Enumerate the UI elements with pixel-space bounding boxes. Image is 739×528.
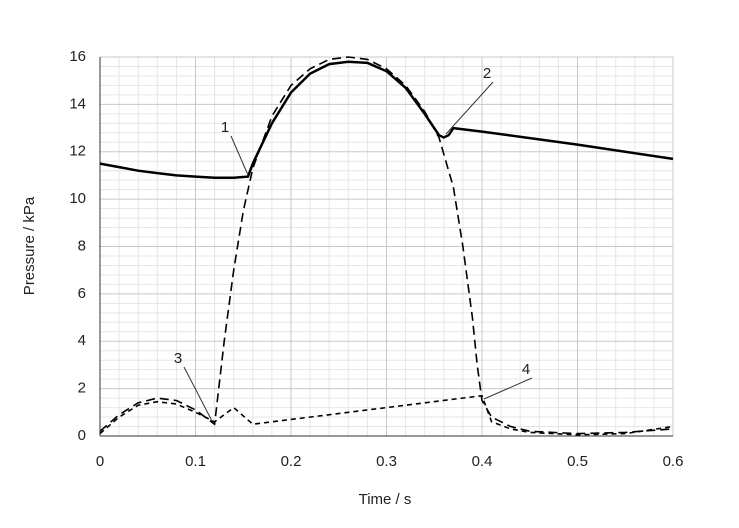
y-tick-label: 4 <box>78 332 86 349</box>
y-tick-label: 14 <box>69 95 86 112</box>
annotation: 2 <box>483 65 491 82</box>
y-axis-label: Pressure / kPa <box>21 196 38 295</box>
x-tick-label: 0.3 <box>376 453 397 470</box>
y-tick-label: 10 <box>69 190 86 207</box>
y-tick-label: 16 <box>69 48 86 65</box>
x-tick-label: 0.4 <box>472 453 493 470</box>
annotation: 3 <box>174 350 182 367</box>
y-tick-label: 8 <box>78 237 86 254</box>
annotation-leader <box>230 135 249 176</box>
x-tick-label: 0.1 <box>185 453 206 470</box>
line-series <box>99 394 674 436</box>
y-tick-label: 12 <box>69 143 86 160</box>
x-tick-label: 0 <box>96 453 104 470</box>
x-tick-label: 0.2 <box>281 453 302 470</box>
x-tick-label: 0.5 <box>567 453 588 470</box>
annotation: 1 <box>221 119 229 136</box>
y-tick-label: 6 <box>78 285 86 302</box>
annotation: 4 <box>522 361 530 378</box>
line-series <box>99 60 674 180</box>
y-tick-label: 0 <box>78 427 86 444</box>
x-tick-label: 0.6 <box>663 453 684 470</box>
y-tick-label: 2 <box>78 380 86 397</box>
line-series <box>99 56 674 435</box>
annotation-leader <box>445 81 494 135</box>
x-axis-label: Time / s <box>359 491 412 508</box>
annotation-leader <box>483 377 533 400</box>
annotation-leader <box>183 366 213 422</box>
